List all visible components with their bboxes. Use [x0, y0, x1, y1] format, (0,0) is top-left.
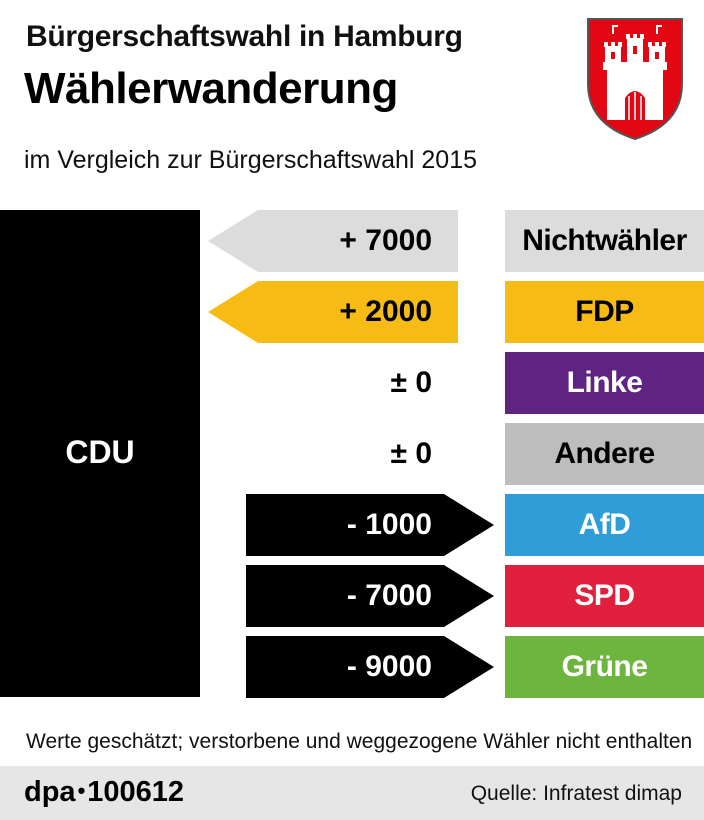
gain-arrow [208, 210, 458, 272]
party-label: Nichtwähler [505, 210, 704, 272]
party-label: FDP [505, 281, 704, 343]
flow-value-label: - 7000 [346, 579, 432, 612]
party-label: Linke [505, 352, 704, 414]
chart-headline: Wählerwanderung [24, 64, 398, 113]
agency-bullet: • [77, 778, 86, 803]
loss-arrow [246, 636, 494, 698]
party-label: Andere [505, 423, 704, 485]
loss-arrow [246, 565, 494, 627]
flow-row: - 9000 Grüne [0, 636, 704, 698]
agency-name: dpa [24, 776, 76, 808]
flow-arrow-shape [246, 565, 494, 627]
flow-row: + 7000 Nichtwähler [0, 210, 704, 272]
flow-arrow-shape [208, 281, 458, 343]
flow-value-label: ± 0 [390, 366, 432, 399]
cdu-block [0, 210, 200, 697]
flow-arrow-shape [208, 210, 458, 272]
source-label: Quelle: Infratest dimap [470, 782, 682, 805]
flow-value-label: ± 0 [390, 437, 432, 470]
party-label: AfD [505, 494, 704, 556]
flow-row: ± 0 Linke [0, 352, 704, 414]
flow-arrow-shape [246, 494, 494, 556]
flow-value-label: - 1000 [346, 508, 432, 541]
chart-subtitle: im Vergleich zur Bürgerschaftswahl 2015 [24, 146, 478, 174]
footer-bar: dpa•100612 Quelle: Infratest dimap [0, 766, 704, 820]
gain-arrow [208, 281, 458, 343]
graphic-id: 100612 [87, 776, 185, 808]
flow-value-label: + 2000 [339, 295, 432, 328]
flow-row: - 1000 AfD [0, 494, 704, 556]
cdu-label: CDU [65, 434, 135, 470]
flow-row: + 2000 FDP [0, 281, 704, 343]
footnote: Werte geschätzt; verstorbene und weggezo… [26, 730, 693, 753]
flow-row: - 7000 SPD [0, 565, 704, 627]
dpa-credit: dpa•100612 [24, 776, 184, 809]
flow-value-label: + 7000 [339, 224, 432, 257]
flow-value-label: - 9000 [346, 650, 432, 683]
loss-arrow [246, 494, 494, 556]
flow-row: ± 0 Andere [0, 423, 704, 485]
party-label: Grüne [505, 636, 704, 698]
flow-arrow-shape [246, 636, 494, 698]
chart-title: Bürgerschaftswahl in Hamburg [26, 20, 463, 53]
hamburg-coat-of-arms-icon [587, 18, 683, 141]
party-label: SPD [505, 565, 704, 627]
